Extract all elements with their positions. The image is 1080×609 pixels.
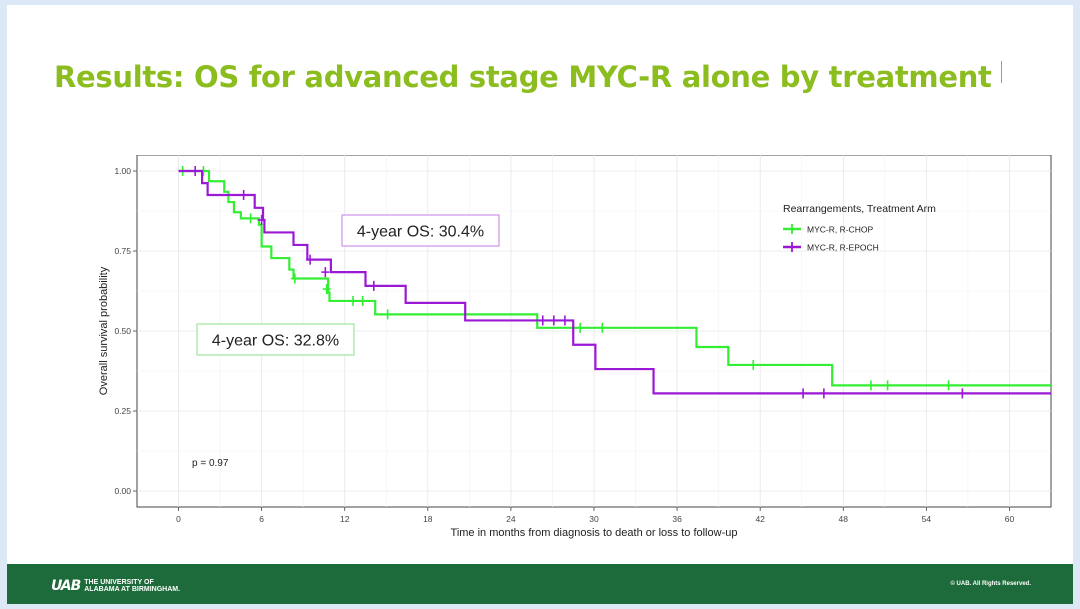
x-tick-label: 30 — [589, 514, 599, 524]
y-axis-ticks: 0.00 0.25 0.50 0.75 1.00 — [114, 166, 137, 496]
title-divider — [1001, 61, 1002, 83]
legend-label-rchop: MYC-R, R-CHOP — [807, 225, 873, 235]
copyright: © UAB. All Rights Reserved. — [950, 581, 1031, 587]
x-tick-label: 0 — [176, 514, 181, 524]
slide-title: Results: OS for advanced stage MYC-R alo… — [54, 60, 992, 94]
y-tick-label: 0.00 — [114, 486, 131, 496]
uab-logo: UAB THE UNIVERSITY OF ALABAMA AT BIRMING… — [51, 578, 180, 594]
legend-label-repoch: MYC-R, R-EPOCH — [807, 243, 879, 253]
uab-logo-mark: UAB — [51, 578, 81, 594]
logo-line-1: THE UNIVERSITY OF — [84, 579, 154, 586]
logo-line-2: ALABAMA AT BIRMINGHAM. — [84, 586, 181, 593]
footer-bar: UAB THE UNIVERSITY OF ALABAMA AT BIRMING… — [7, 564, 1073, 604]
x-tick-label: 12 — [340, 514, 350, 524]
y-tick-label: 1.00 — [114, 166, 131, 176]
x-tick-label: 18 — [423, 514, 433, 524]
y-tick-label: 0.50 — [114, 326, 131, 336]
y-axis-label: Overall survival probability — [98, 266, 110, 395]
annotation-rchop-os: 4-year OS: 32.8% — [196, 323, 355, 356]
annotation-repoch-os-text: 4-year OS: 30.4% — [357, 224, 484, 241]
x-tick-label: 36 — [672, 514, 682, 524]
survival-chart: 0.00 0.25 0.50 0.75 1.00 0 6 12 18 24 30 36 42 48 54 6… — [85, 154, 1055, 545]
curves — [178, 166, 1051, 399]
x-tick-label: 6 — [259, 514, 264, 524]
annotation-repoch-os: 4-year OS: 30.4% — [341, 214, 500, 247]
y-tick-label: 0.75 — [114, 246, 131, 256]
x-axis-ticks: 0 6 12 18 24 30 36 42 48 54 60 — [176, 507, 1014, 524]
legend: Rearrangements, Treatment Arm MYC-R, R-C… — [783, 203, 936, 253]
km-plot: 0.00 0.25 0.50 0.75 1.00 0 6 12 18 24 30 36 42 48 54 6… — [98, 154, 1052, 539]
x-tick-label: 48 — [839, 514, 849, 524]
x-tick-label: 42 — [755, 514, 765, 524]
x-tick-label: 24 — [506, 514, 516, 524]
y-tick-label: 0.25 — [114, 406, 131, 416]
uab-logo-text: THE UNIVERSITY OF ALABAMA AT BIRMINGHAM. — [84, 579, 180, 593]
slide: Results: OS for advanced stage MYC-R alo… — [7, 5, 1073, 604]
legend-title: Rearrangements, Treatment Arm — [783, 203, 936, 215]
p-value: p = 0.97 — [192, 458, 229, 469]
x-tick-label: 54 — [922, 514, 932, 524]
annotation-rchop-os-text: 4-year OS: 32.8% — [212, 333, 339, 350]
x-axis-label: Time in months from diagnosis to death o… — [451, 527, 738, 539]
grid — [137, 155, 1051, 507]
x-tick-label: 60 — [1005, 514, 1015, 524]
curve-rchop — [178, 169, 1051, 387]
